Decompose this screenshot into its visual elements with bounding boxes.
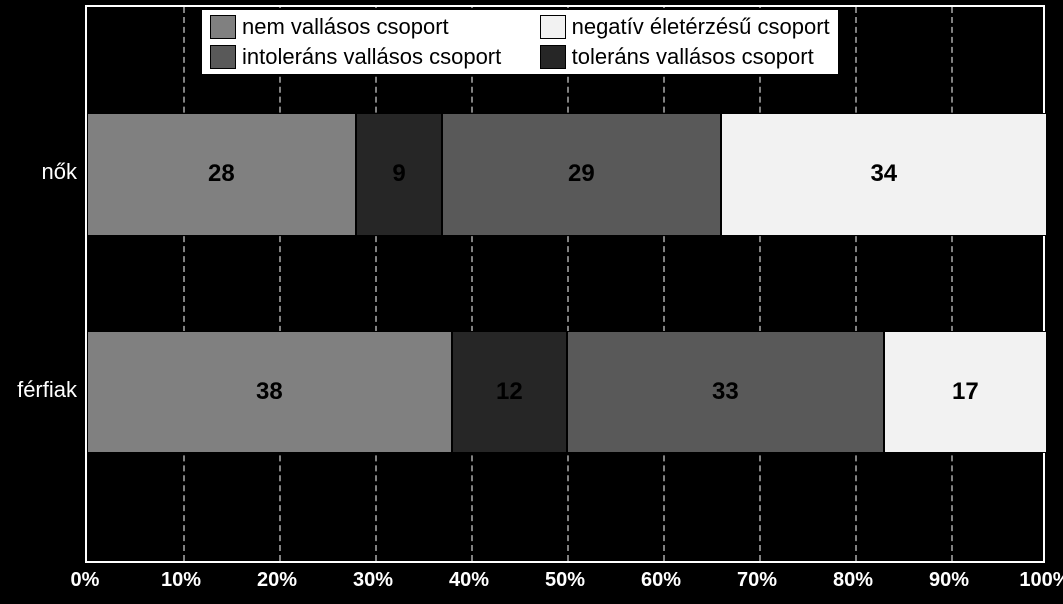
x-axis-tick-label: 80% bbox=[833, 569, 873, 592]
bar-value-label: 38 bbox=[256, 378, 283, 406]
x-axis-tick-label: 10% bbox=[161, 569, 201, 592]
bar-segment: 17 bbox=[884, 331, 1047, 454]
gridline bbox=[183, 7, 185, 561]
x-axis-tick-label: 20% bbox=[257, 569, 297, 592]
legend-item: intoleráns vallásos csoport bbox=[210, 44, 502, 70]
gridline bbox=[663, 7, 665, 561]
gridline bbox=[471, 7, 473, 561]
legend-swatch bbox=[210, 15, 236, 39]
gridline bbox=[759, 7, 761, 561]
y-axis-category-label: férfiak bbox=[7, 377, 77, 403]
legend-swatch bbox=[210, 45, 236, 69]
bar-value-label: 28 bbox=[208, 160, 235, 188]
x-axis-tick-label: 50% bbox=[545, 569, 585, 592]
bar-row: 28 9 29 34 bbox=[87, 113, 1043, 236]
x-axis-tick-label: 40% bbox=[449, 569, 489, 592]
x-axis-tick-label: 100% bbox=[1019, 569, 1063, 592]
bar-segment: 34 bbox=[721, 113, 1047, 236]
x-axis-tick-label: 90% bbox=[929, 569, 969, 592]
x-axis-tick-label: 70% bbox=[737, 569, 777, 592]
legend: nem vallásos csoport negatív életérzésű c… bbox=[200, 8, 840, 76]
gridline bbox=[951, 7, 953, 561]
x-axis-tick-label: 60% bbox=[641, 569, 681, 592]
bar-value-label: 29 bbox=[568, 160, 595, 188]
x-axis-tick-label: 30% bbox=[353, 569, 393, 592]
legend-item: nem vallásos csoport bbox=[210, 14, 502, 40]
bar-value-label: 33 bbox=[712, 378, 739, 406]
bar-segment: 33 bbox=[567, 331, 884, 454]
bar-segment: 28 bbox=[87, 113, 356, 236]
legend-label: negatív életérzésű csoport bbox=[572, 14, 830, 40]
legend-label: intoleráns vallásos csoport bbox=[242, 44, 501, 70]
bar-segment: 38 bbox=[87, 331, 452, 454]
bar-segment: 12 bbox=[452, 331, 567, 454]
gridline bbox=[279, 7, 281, 561]
gridline bbox=[855, 7, 857, 561]
y-axis-category-label: nők bbox=[7, 159, 77, 185]
legend-swatch bbox=[540, 45, 566, 69]
bar-row: 38 12 33 17 bbox=[87, 331, 1043, 454]
legend-label: toleráns vallásos csoport bbox=[572, 44, 814, 70]
gridline bbox=[567, 7, 569, 561]
bar-value-label: 9 bbox=[392, 160, 405, 188]
stacked-bar-chart: 28 9 29 34 38 12 33 17 nem vallásos csoport nega… bbox=[0, 0, 1063, 604]
bar-value-label: 12 bbox=[496, 378, 523, 406]
bar-segment: 9 bbox=[356, 113, 442, 236]
legend-label: nem vallásos csoport bbox=[242, 14, 449, 40]
legend-item: toleráns vallásos csoport bbox=[540, 44, 830, 70]
gridline bbox=[375, 7, 377, 561]
bar-segment: 29 bbox=[442, 113, 720, 236]
legend-item: negatív életérzésű csoport bbox=[540, 14, 830, 40]
bar-value-label: 34 bbox=[870, 160, 897, 188]
legend-swatch bbox=[540, 15, 566, 39]
plot-area: 28 9 29 34 38 12 33 17 bbox=[85, 5, 1045, 563]
x-axis-tick-label: 0% bbox=[71, 569, 100, 592]
bar-value-label: 17 bbox=[952, 378, 979, 406]
